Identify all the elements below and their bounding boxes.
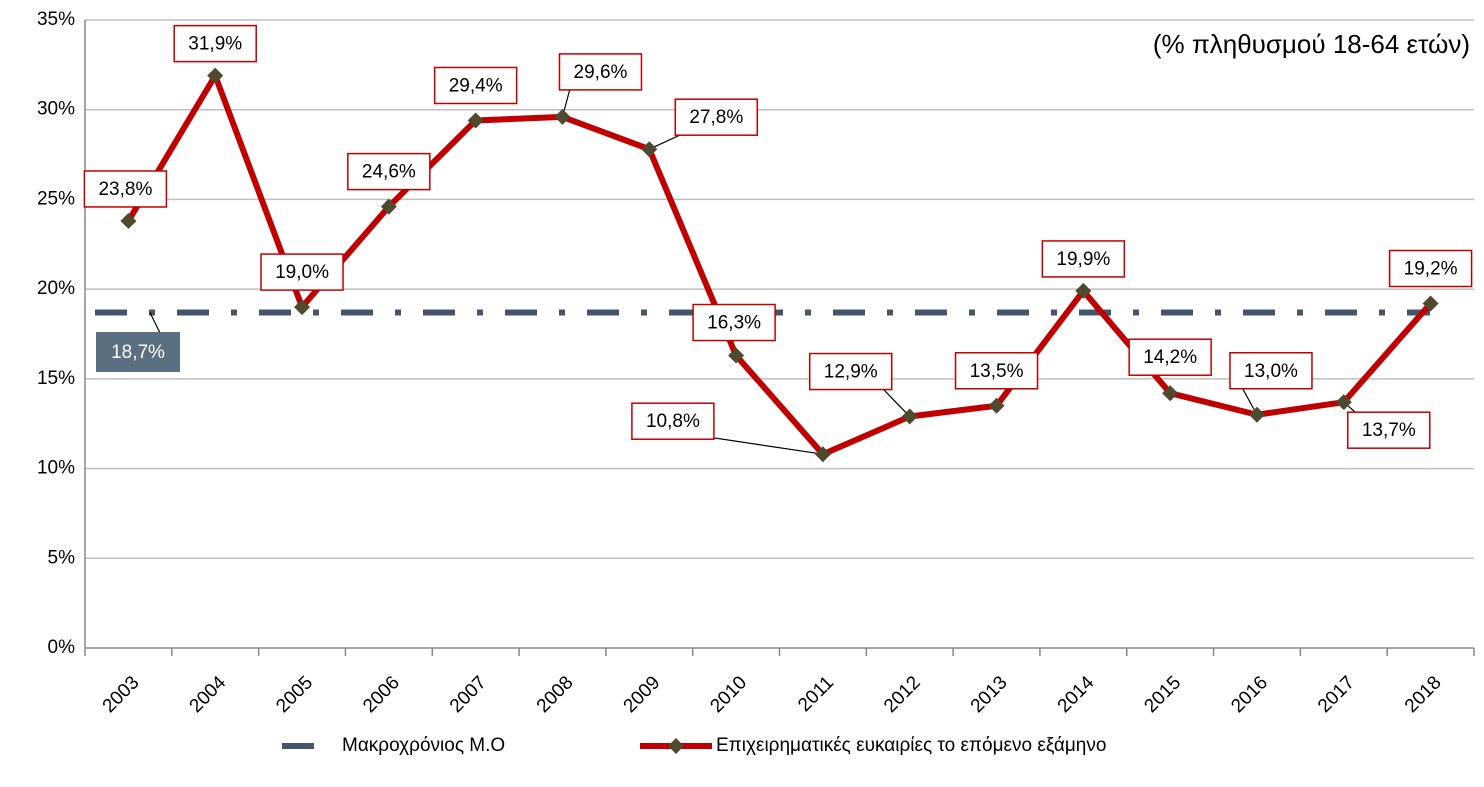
data-label-box — [558, 53, 643, 91]
y-tick-label: 35% — [37, 9, 75, 30]
data-label-box — [1128, 338, 1212, 376]
data-label-box — [260, 253, 344, 291]
data-label-box — [1229, 351, 1313, 390]
legend-label: Μακροχρόνιος Μ.Ο — [342, 735, 505, 756]
data-label-box — [1347, 411, 1431, 449]
data-label: 13,5% — [970, 361, 1024, 382]
x-tick-label: 2017 — [1314, 672, 1359, 717]
data-label: 19,9% — [1056, 249, 1110, 270]
data-label: 29,4% — [449, 75, 503, 96]
data-label-box — [954, 352, 1039, 390]
x-tick-label: 2018 — [1401, 672, 1446, 717]
x-tick-label: 2008 — [533, 672, 578, 717]
y-tick-label: 30% — [37, 99, 75, 120]
marker — [294, 299, 311, 316]
data-label: 19,2% — [1404, 259, 1458, 280]
marker — [120, 212, 137, 229]
series-line — [125, 72, 1433, 458]
x-tick-label: 2003 — [99, 672, 144, 717]
marker — [467, 112, 484, 129]
y-tick-label: 20% — [37, 278, 75, 299]
data-label: 31,9% — [188, 34, 242, 55]
data-label: 16,3% — [707, 313, 761, 334]
x-tick-label: 2010 — [706, 672, 751, 717]
marker — [1162, 385, 1179, 402]
data-label: 19,0% — [275, 262, 329, 283]
data-label: 29,6% — [574, 62, 628, 83]
data-label: 14,2% — [1143, 347, 1197, 368]
marker — [380, 198, 397, 215]
x-tick-label: 2011 — [794, 672, 838, 716]
marker — [1075, 282, 1092, 299]
x-tick-label: 2013 — [967, 672, 1012, 717]
data-label-box — [173, 24, 257, 63]
x-tick-label: 2015 — [1140, 672, 1185, 717]
marker — [901, 408, 918, 425]
x-tick-label: 2004 — [186, 672, 231, 717]
average-label: 18,7% — [111, 342, 165, 363]
x-tick-label: 2007 — [446, 672, 491, 717]
data-label: 12,9% — [824, 362, 878, 383]
data-label: 13,7% — [1362, 420, 1416, 441]
data-label-box — [1041, 240, 1126, 278]
x-tick-label: 2016 — [1227, 672, 1272, 717]
marker — [207, 67, 224, 84]
legend-label: Επιχειρηματικές ευκαιρίες το επόμενο εξά… — [716, 735, 1106, 756]
data-label-box — [1388, 249, 1473, 288]
marker — [554, 108, 571, 125]
data-label: 27,8% — [689, 107, 743, 128]
y-tick-label: 10% — [37, 458, 75, 479]
average-label-box — [96, 332, 180, 372]
annotation: (% πληθυσμού 18-64 ετών) — [1153, 29, 1470, 59]
marker — [728, 347, 745, 364]
data-label: 24,6% — [362, 162, 416, 183]
data-label-box — [674, 98, 759, 136]
y-tick-label: 25% — [37, 188, 75, 209]
y-tick-label: 15% — [37, 368, 75, 389]
marker — [814, 446, 831, 463]
data-label-box — [83, 170, 168, 208]
x-tick-label: 2006 — [359, 672, 404, 717]
data-label: 23,8% — [98, 179, 152, 200]
data-label-box — [631, 402, 715, 440]
data-label-box — [808, 352, 893, 391]
x-tick-label: 2012 — [880, 672, 925, 717]
data-label-box — [433, 66, 518, 105]
data-label-box — [347, 152, 431, 191]
marker — [1248, 406, 1265, 423]
data-label-box — [692, 303, 776, 342]
marker — [1335, 394, 1352, 411]
leader-line — [149, 312, 161, 334]
data-label: 13,0% — [1244, 361, 1298, 382]
x-tick-label: 2014 — [1054, 672, 1099, 717]
y-tick-label: 5% — [48, 547, 76, 568]
marker — [988, 397, 1005, 414]
marker — [1422, 295, 1439, 312]
marker — [641, 141, 658, 158]
x-tick-label: 2009 — [620, 672, 665, 717]
x-tick-label: 2005 — [272, 672, 317, 717]
legend-marker — [668, 738, 684, 754]
y-tick-label: 0% — [48, 637, 76, 658]
data-label: 10,8% — [646, 411, 700, 432]
